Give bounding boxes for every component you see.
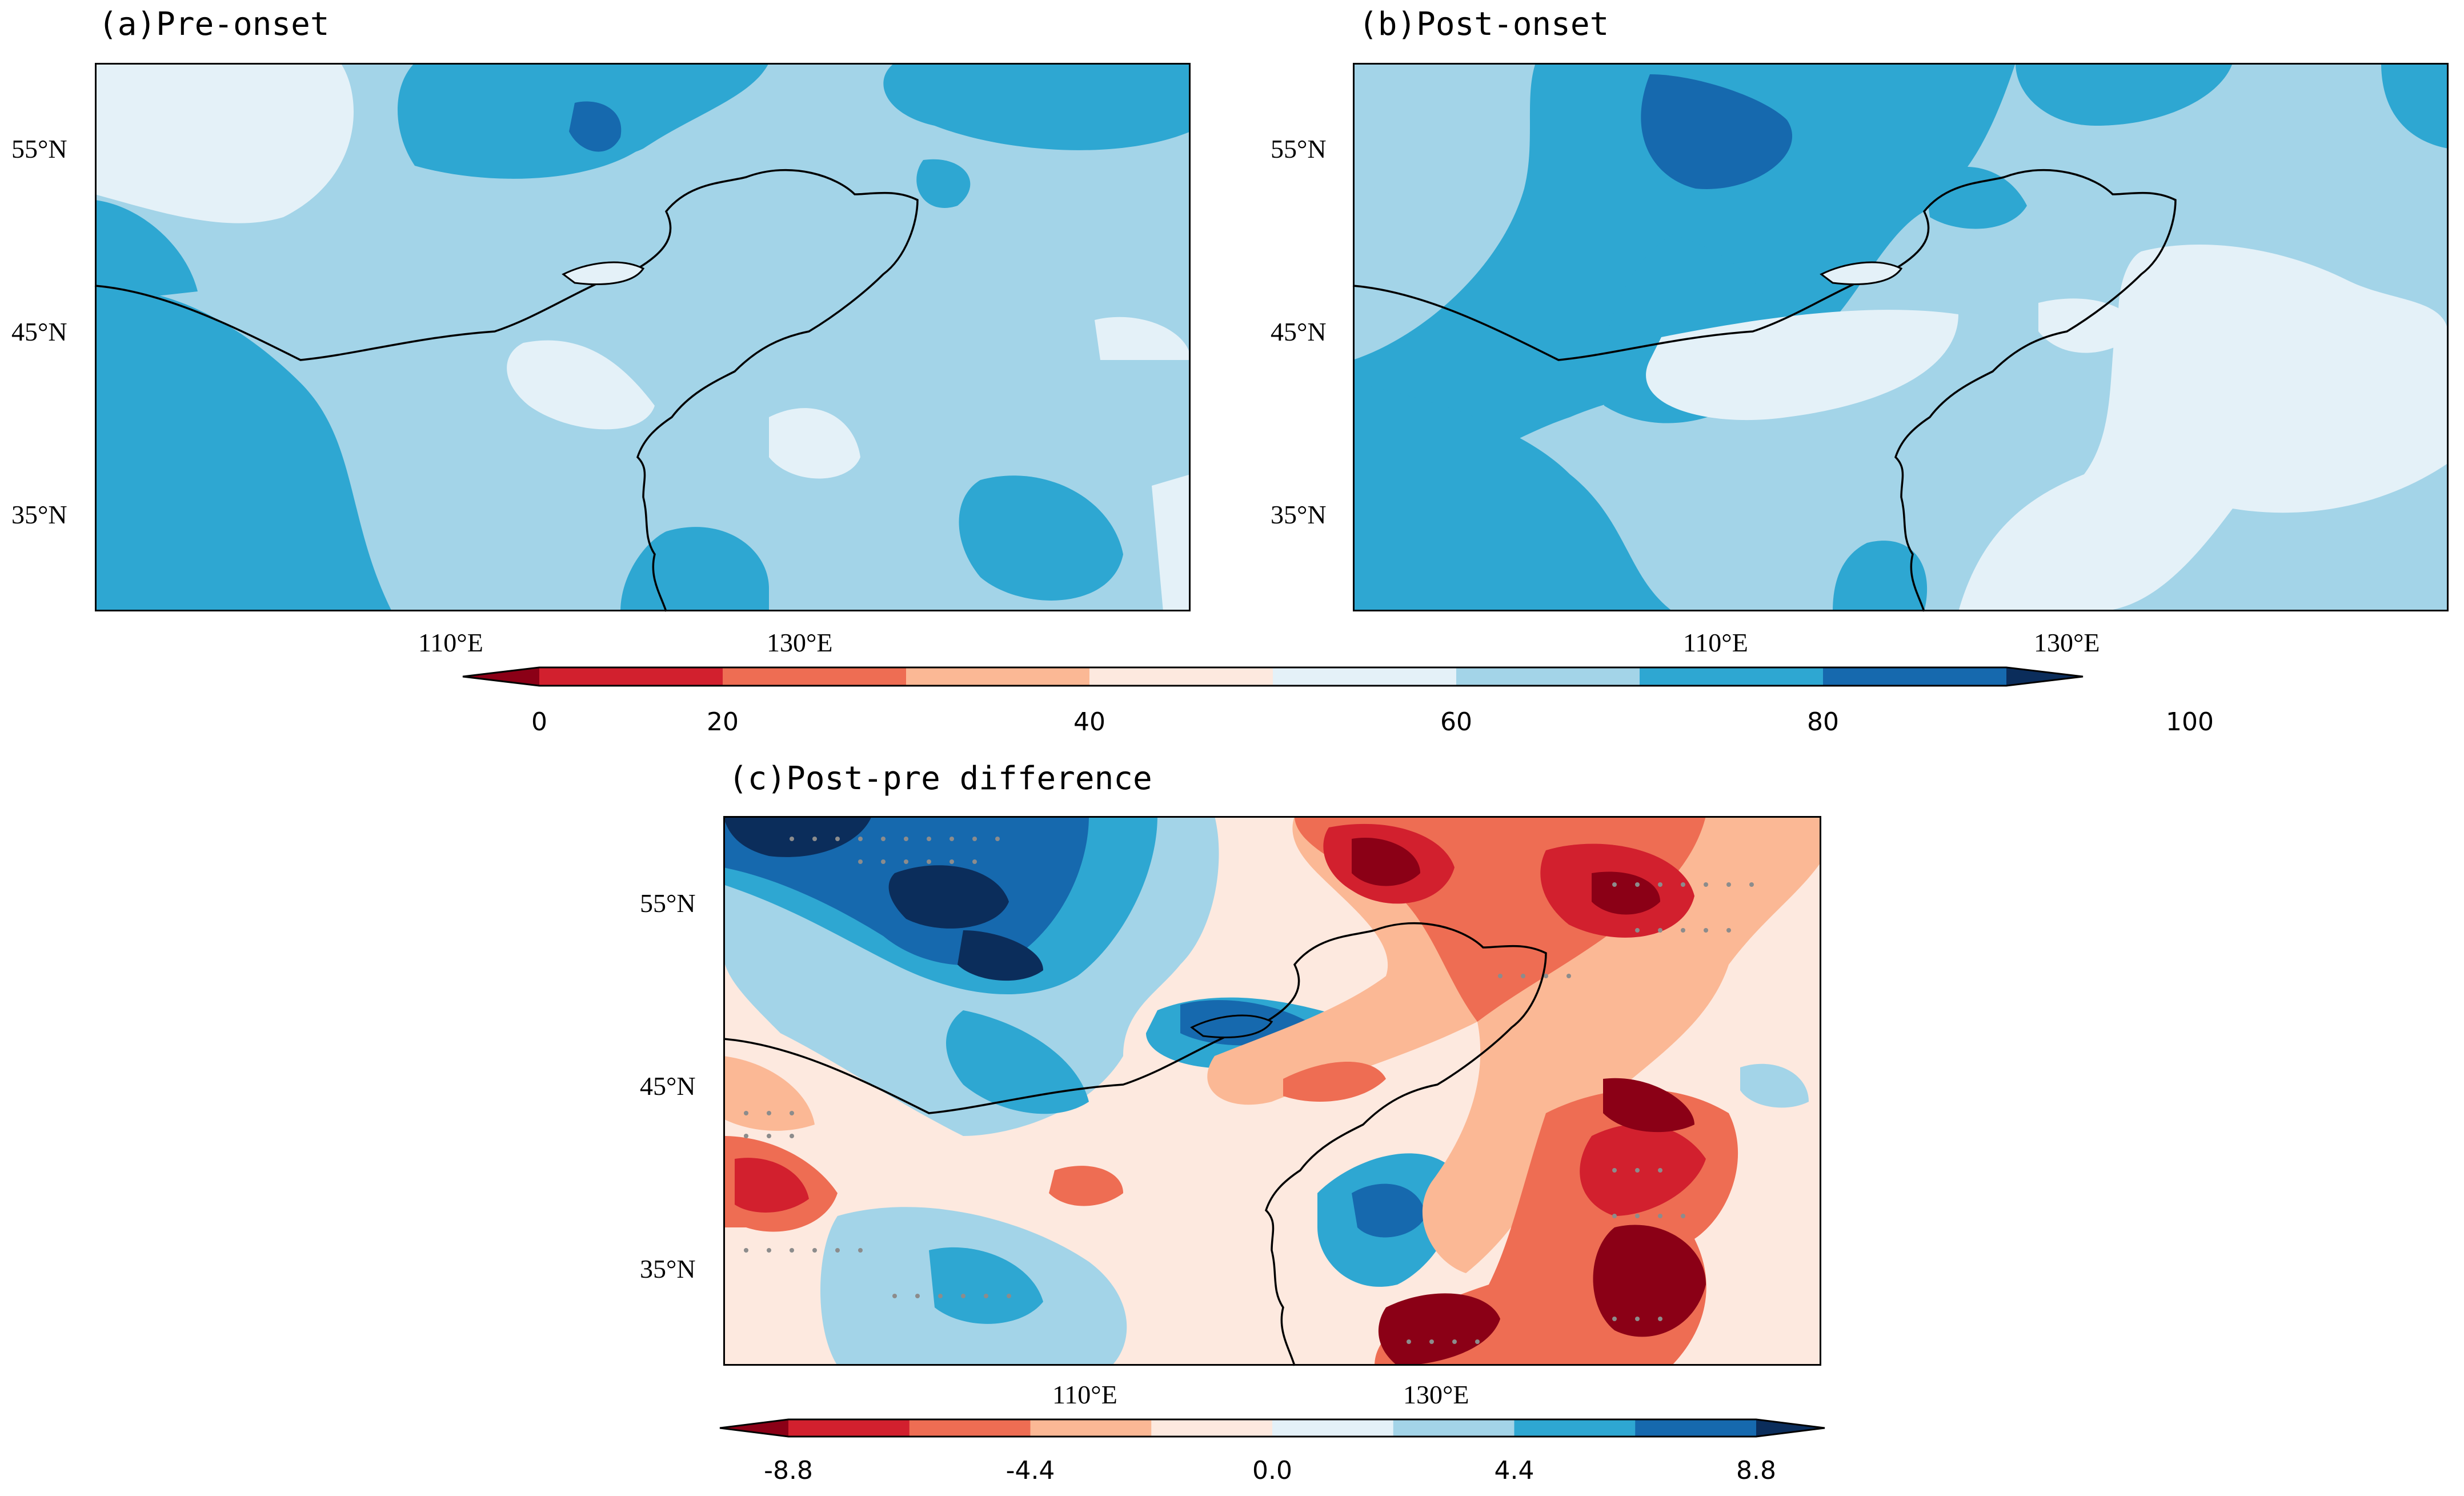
colorbar-top-label: 20 (707, 707, 739, 737)
panel-a-lon-130: 130°E (767, 628, 833, 657)
panel-b-lat-45: 45°N (1271, 317, 1327, 346)
panel-c-map (723, 816, 1821, 1366)
colorbar-top-cell (1273, 667, 1457, 686)
colorbar-top-cell (539, 667, 723, 686)
panel-c-lon-110: 110°E (1052, 1380, 1117, 1409)
colorbar-bottom-cell (1635, 1419, 1757, 1437)
colorbar-top-label: 60 (1440, 707, 1472, 737)
panel-c-title: (c)Post-pre difference (728, 760, 1152, 797)
panel-c-lon-130: 130°E (1403, 1380, 1469, 1409)
colorbar-bottom-cell (1514, 1419, 1636, 1437)
colorbar-bottom-label: -4.4 (1005, 1456, 1055, 1485)
panel-b-title: (b)Post-onset (1359, 6, 1609, 43)
panel-b-map (1352, 63, 2449, 612)
colorbar-bottom-cell (909, 1419, 1031, 1437)
colorbar-bottom-high-arrow (1756, 1419, 1825, 1437)
panel-c-lat-45: 45°N (640, 1071, 696, 1101)
colorbar-top-label: 100 (2166, 707, 2214, 737)
panel-b-lon-110: 110°E (1683, 628, 1748, 657)
colorbar-bottom-cell (1272, 1419, 1394, 1437)
panel-a-lat-35: 35°N (11, 500, 67, 529)
colorbar-top-cell (1640, 667, 1824, 686)
colorbar-top-cell (1089, 667, 1273, 686)
colorbar-top-label: 0 (531, 707, 547, 737)
colorbar-bottom-cell (788, 1419, 910, 1437)
panel-b-lat-55: 55°N (1271, 134, 1327, 163)
colorbar-bottom-label: 4.4 (1494, 1456, 1535, 1485)
colorbar-bottom-low-arrow (720, 1419, 788, 1437)
colorbar-bottom-cell (1030, 1419, 1152, 1437)
colorbar-bottom-cell (1393, 1419, 1515, 1437)
colorbar-top-label: 80 (1807, 707, 1839, 737)
colorbar-top-low-arrow (463, 667, 539, 686)
panel-c-lat-55: 55°N (640, 889, 696, 918)
colorbar-bottom (719, 1418, 1825, 1438)
colorbar-top-high-arrow (2006, 667, 2083, 686)
colorbar-bottom-label: -8.8 (764, 1456, 813, 1485)
panel-b-lat-35: 35°N (1271, 500, 1327, 529)
colorbar-bottom-label: 0.0 (1252, 1456, 1292, 1485)
panel-a-lon-110: 110°E (418, 628, 483, 657)
colorbar-top-cell (723, 667, 907, 686)
panel-a-map (94, 63, 1191, 612)
colorbar-top (462, 666, 2084, 687)
colorbar-top-label: 40 (1073, 707, 1105, 737)
panel-a-lat-45: 45°N (11, 317, 67, 346)
colorbar-bottom-label: 8.8 (1736, 1456, 1776, 1485)
panel-c-lat-35: 35°N (640, 1254, 696, 1283)
panel-a-lat-55: 55°N (11, 134, 67, 163)
colorbar-top-cell (906, 667, 1090, 686)
panel-b-lon-130: 130°E (2034, 628, 2100, 657)
colorbar-top-cell (1823, 667, 2007, 686)
colorbar-top-cell (1456, 667, 1640, 686)
panel-a-title: (a)Pre-onset (98, 6, 330, 43)
colorbar-bottom-cell (1151, 1419, 1273, 1437)
